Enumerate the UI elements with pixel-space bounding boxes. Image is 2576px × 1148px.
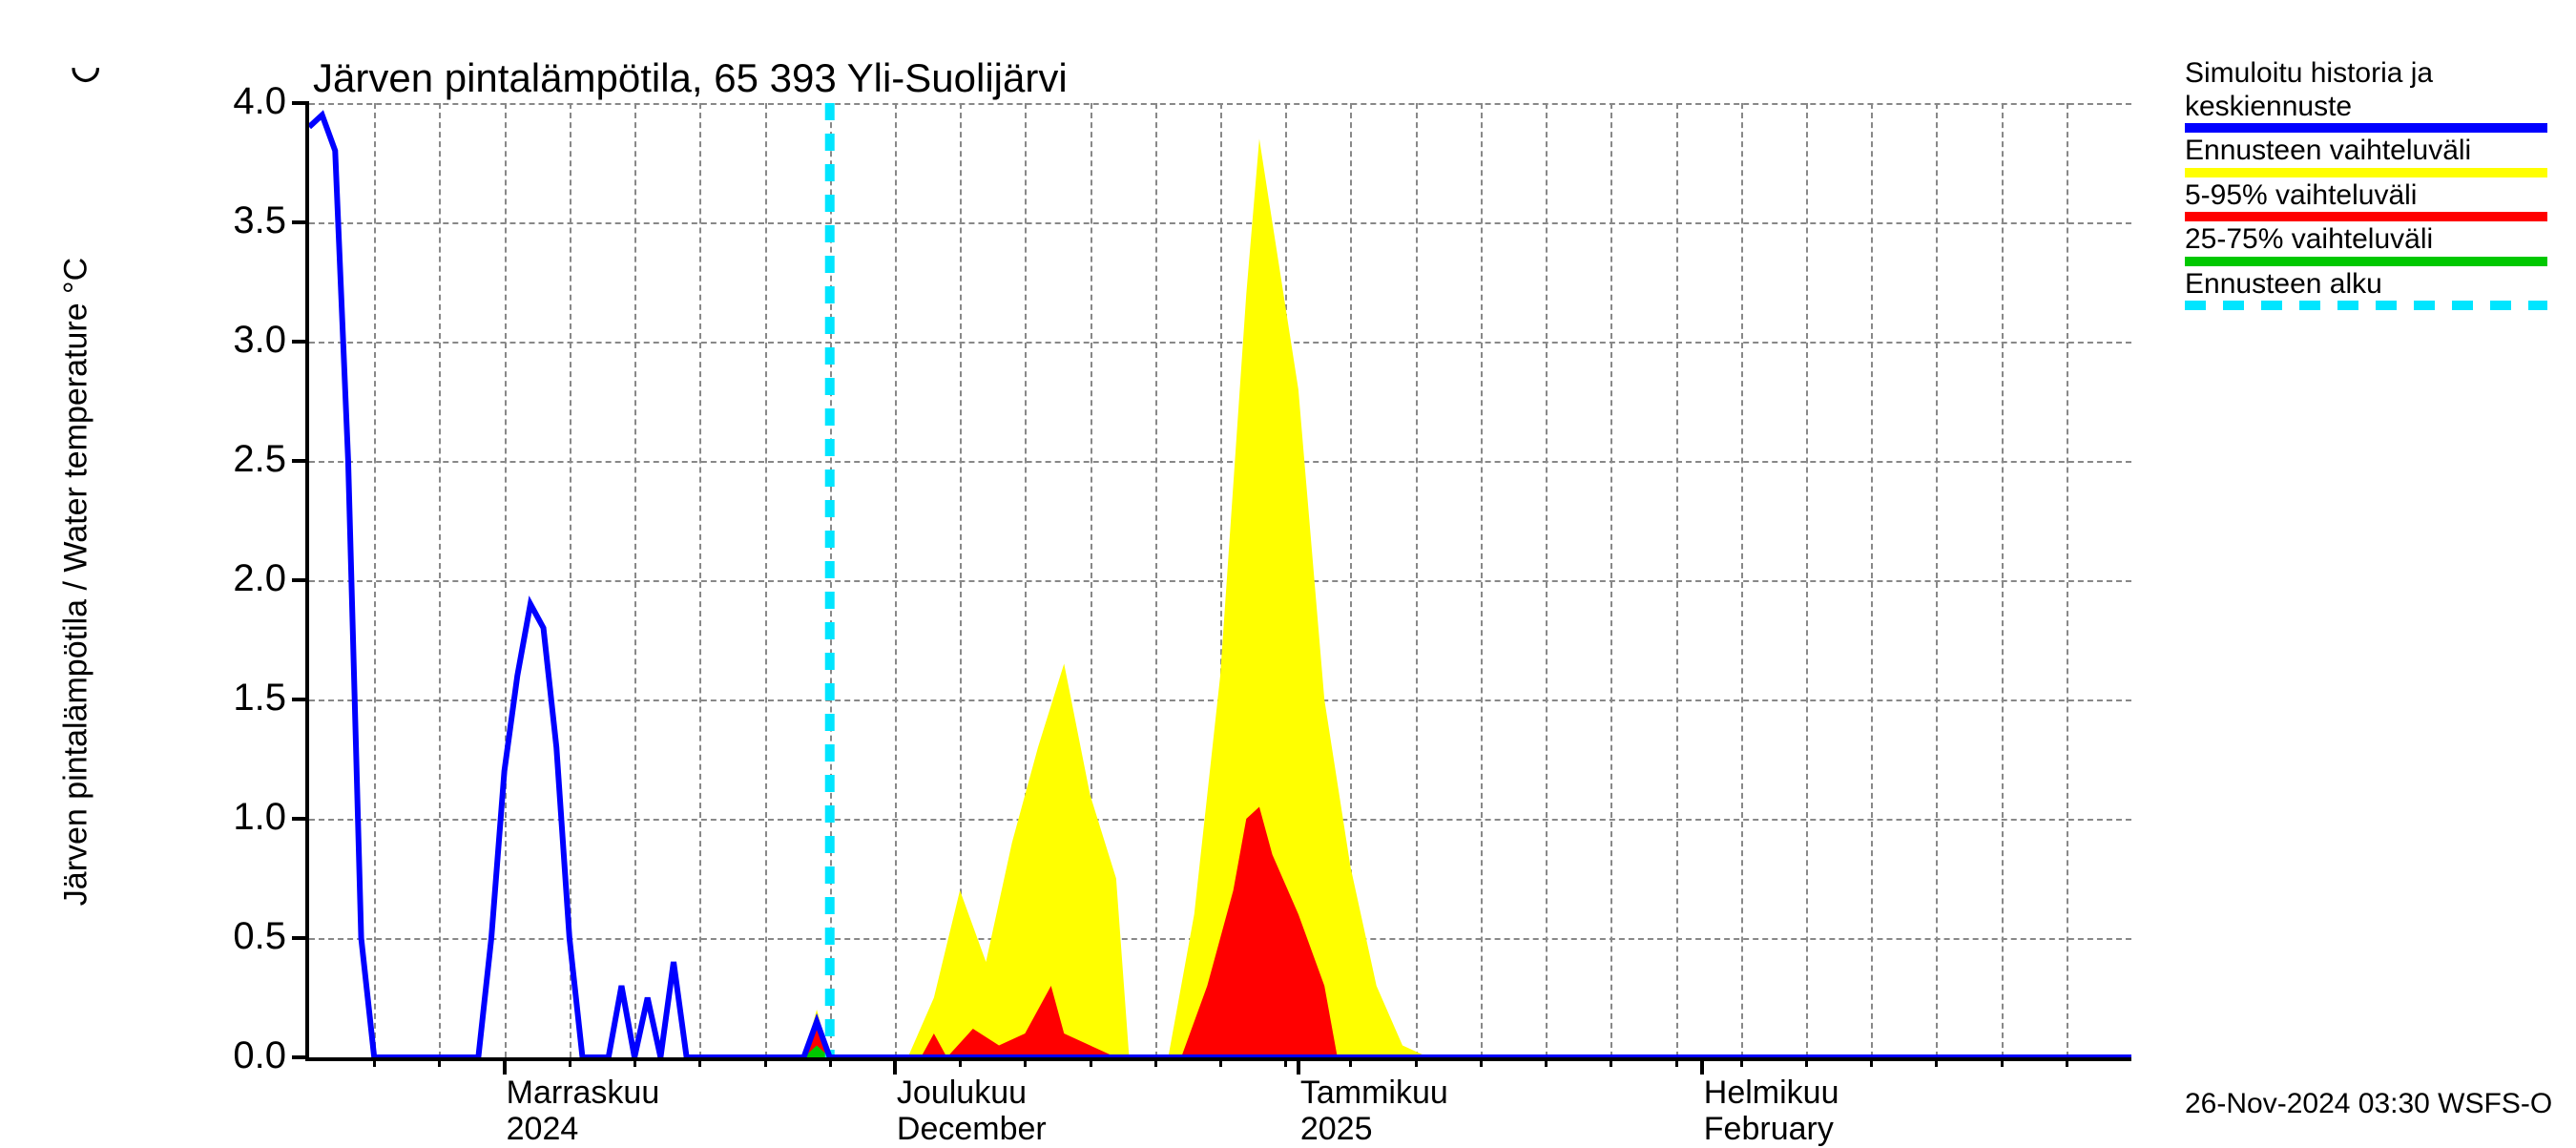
y-tick-label: 2.5 [191, 438, 286, 481]
tick-x-minor [2001, 1057, 2004, 1067]
x-tick-label-2: 2025 [1300, 1111, 1373, 1148]
legend-entry: Ennusteen vaihteluväli [2185, 135, 2547, 177]
tick-x-minor [1284, 1057, 1287, 1067]
tick-x-minor [1870, 1057, 1873, 1067]
legend: Simuloitu historia jakeskiennuste Ennuste… [2185, 57, 2547, 312]
tick-y [292, 101, 309, 105]
tick-x-minor [829, 1057, 832, 1067]
legend-swatch [2185, 257, 2547, 266]
y-tick-label: 0.5 [191, 915, 286, 958]
tick-x-minor [1480, 1057, 1483, 1067]
tick-x [503, 1057, 507, 1075]
legend-entry: Simuloitu historia jakeskiennuste [2185, 57, 2547, 133]
band-full-range [830, 139, 2131, 1058]
y-axis-label: Järven pintalämpötila / Water temperatur… [58, 248, 95, 916]
legend-swatch [2185, 168, 2547, 177]
x-tick-label-2: December [897, 1111, 1047, 1148]
tick-x [1700, 1057, 1704, 1075]
y-tick-label: 1.5 [191, 677, 286, 720]
legend-label: Ennusteen vaihteluväli [2185, 135, 2547, 168]
y-tick-label: 3.0 [191, 319, 286, 362]
tick-x-minor [373, 1057, 376, 1067]
tick-x-minor [1415, 1057, 1418, 1067]
legend-entry: Ennusteen alku [2185, 268, 2547, 311]
legend-label: Ennusteen alku [2185, 268, 2547, 302]
tick-y [292, 817, 309, 821]
tick-y [292, 578, 309, 582]
y-tick-label: 1.0 [191, 796, 286, 839]
legend-swatch [2185, 212, 2547, 221]
x-tick-label: Joulukuu [897, 1075, 1027, 1112]
y-tick-label: 0.0 [191, 1034, 286, 1077]
tick-x-minor [569, 1057, 571, 1067]
tick-y [292, 459, 309, 463]
series-svg [309, 103, 2131, 1057]
tick-x-minor [698, 1057, 701, 1067]
tick-y [292, 1055, 309, 1059]
tick-x-minor [1740, 1057, 1743, 1067]
plot-area [305, 103, 2131, 1061]
legend-entry: 25-75% vaihteluväli [2185, 223, 2547, 266]
timestamp-label: 26-Nov-2024 03:30 WSFS-O [2185, 1088, 2552, 1120]
legend-label: 25-75% vaihteluväli [2185, 223, 2547, 257]
y-tick-label: 4.0 [191, 80, 286, 123]
legend-entry: 5-95% vaihteluväli [2185, 179, 2547, 222]
tick-x-minor [1349, 1057, 1352, 1067]
tick-y [292, 220, 309, 224]
x-tick-label: Tammikuu [1300, 1075, 1448, 1112]
legend-label: Simuloitu historia jakeskiennuste [2185, 57, 2547, 123]
tick-x-minor [1805, 1057, 1808, 1067]
x-tick-label-2: February [1704, 1111, 1834, 1148]
tick-x [1297, 1057, 1300, 1075]
y-tick-label: 3.5 [191, 199, 286, 242]
tick-x-minor [634, 1057, 636, 1067]
chart-title: Järven pintalämpötila, 65 393 Yli-Suolij… [313, 55, 1068, 101]
x-tick-label: Marraskuu [507, 1075, 660, 1112]
tick-x-minor [2066, 1057, 2068, 1067]
y-tick-label: 2.0 [191, 557, 286, 600]
tick-y [292, 936, 309, 940]
legend-swatch [2185, 301, 2547, 310]
degree-decoration: ◡ [71, 46, 100, 86]
x-tick-label-2: 2024 [507, 1111, 579, 1148]
tick-x-minor [1024, 1057, 1027, 1067]
legend-label: 5-95% vaihteluväli [2185, 179, 2547, 213]
tick-x-minor [1090, 1057, 1092, 1067]
legend-swatch [2185, 123, 2547, 133]
tick-x [893, 1057, 897, 1075]
tick-x-minor [959, 1057, 962, 1067]
tick-x-minor [438, 1057, 441, 1067]
tick-x-minor [1545, 1057, 1548, 1067]
tick-y [292, 340, 309, 344]
tick-x-minor [1219, 1057, 1222, 1067]
tick-x-minor [1675, 1057, 1678, 1067]
x-tick-label: Helmikuu [1704, 1075, 1839, 1112]
tick-x-minor [1610, 1057, 1612, 1067]
tick-x-minor [1154, 1057, 1157, 1067]
tick-y [292, 698, 309, 701]
tick-x-minor [764, 1057, 767, 1067]
tick-x-minor [1935, 1057, 1938, 1067]
chart-container: ◡ Järven pintalämpötila / Water temperat… [0, 0, 2576, 1145]
